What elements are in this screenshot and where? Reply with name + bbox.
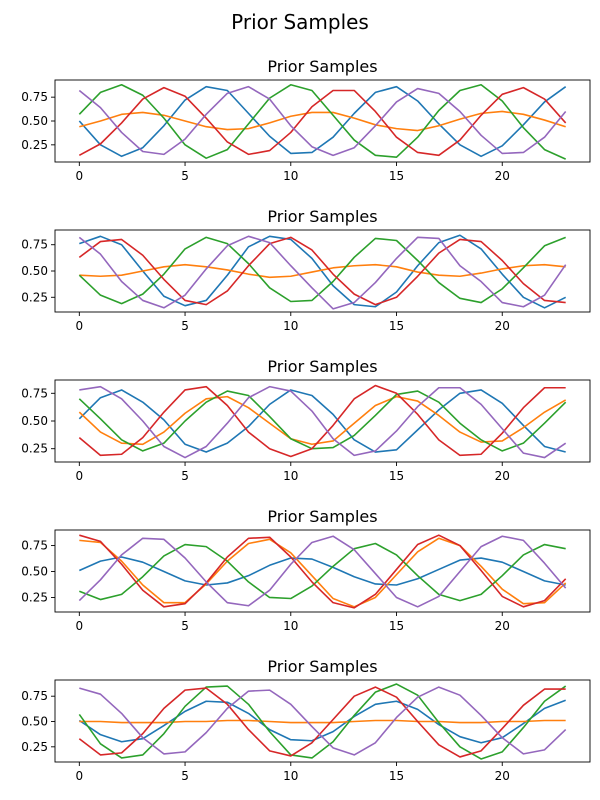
series-line-4 [78,686,566,758]
series-line-3 [79,542,566,602]
y-tick-label: 0.50 [21,414,48,428]
chart-title: Prior Samples [267,57,377,76]
series-line-5 [78,535,567,608]
x-tick-label: 10 [283,469,298,483]
series-line-2 [79,719,566,724]
axes-frame [54,529,591,613]
series-line-5 [78,235,567,310]
series-line-5 [79,385,567,459]
x-tick-label: 20 [495,619,510,633]
series-line-4 [78,86,567,157]
series-line-3 [78,390,567,452]
x-tick-label: 10 [283,619,298,633]
x-tick-label: 0 [75,169,83,183]
x-tick-label: 15 [389,619,404,633]
x-tick-label: 0 [75,319,83,333]
y-tick-label: 0.25 [21,138,48,152]
series-line-4 [79,534,567,609]
x-tick-label: 5 [181,319,189,333]
series-line-3 [78,236,566,305]
chart-panel-2: Prior Samples 0 5 10 15 20 0.25 0.50 0.75 [21,207,591,333]
y-tick-label: 0.50 [21,715,48,729]
x-tick-label: 5 [181,169,189,183]
chart-title: Prior Samples [267,207,377,226]
series-line-1 [78,85,567,158]
chart-title: Prior Samples [267,357,377,376]
series-line-2 [79,263,566,279]
y-tick-label: 0.75 [21,386,48,400]
series-line-3 [78,683,567,760]
y-tick-label: 0.25 [21,442,48,456]
series-line-5 [79,686,567,756]
chart-panel-4: Prior Samples 0 5 10 15 20 0.25 0.50 0.75 [21,507,591,633]
x-tick-label: 5 [181,769,189,783]
chart-panel-5: Prior Samples 0 5 10 15 20 0.25 0.50 0.75 [21,657,591,783]
series-line-4 [78,236,566,306]
chart-panel-3: Prior Samples 0 5 10 15 20 0.25 0.50 0.75 [21,357,591,483]
x-tick-label: 0 [75,469,83,483]
series-line-1 [79,234,567,309]
axes-frame [54,679,591,763]
chart-title: Prior Samples [267,657,377,676]
x-tick-label: 10 [283,169,298,183]
y-tick-label: 0.25 [21,590,48,604]
y-tick-label: 0.50 [21,565,48,579]
series-line-5 [78,85,567,157]
chart-title: Prior Samples [267,507,377,526]
y-tick-label: 0.50 [21,114,48,128]
y-tick-label: 0.75 [21,689,48,703]
y-tick-label: 0.25 [21,290,48,304]
x-tick-label: 20 [495,169,510,183]
y-tick-label: 0.75 [21,238,48,252]
axes-frame [54,379,591,463]
x-tick-label: 20 [495,469,510,483]
series-line-2 [79,537,567,608]
series-line-4 [78,384,566,458]
y-tick-label: 0.75 [21,539,48,553]
x-tick-label: 15 [389,169,404,183]
figure-title: Prior Samples [231,10,369,34]
x-tick-label: 10 [283,769,298,783]
x-tick-label: 10 [283,319,298,333]
x-tick-label: 0 [75,769,83,783]
y-tick-label: 0.25 [21,740,48,754]
x-tick-label: 20 [495,319,510,333]
x-tick-label: 20 [495,769,510,783]
series-line-3 [78,83,567,160]
x-tick-label: 5 [181,469,189,483]
x-tick-label: 0 [75,619,83,633]
x-tick-label: 15 [389,769,404,783]
x-tick-label: 15 [389,319,404,333]
y-tick-label: 0.75 [21,90,48,104]
series-line-2 [79,110,566,132]
y-tick-label: 0.50 [21,264,48,278]
chart-panel-1: Prior Samples 0 5 10 15 20 0.25 0.50 0.75 [21,57,591,183]
x-tick-label: 5 [181,619,189,633]
series-line-1 [78,556,566,586]
x-tick-label: 15 [389,469,404,483]
